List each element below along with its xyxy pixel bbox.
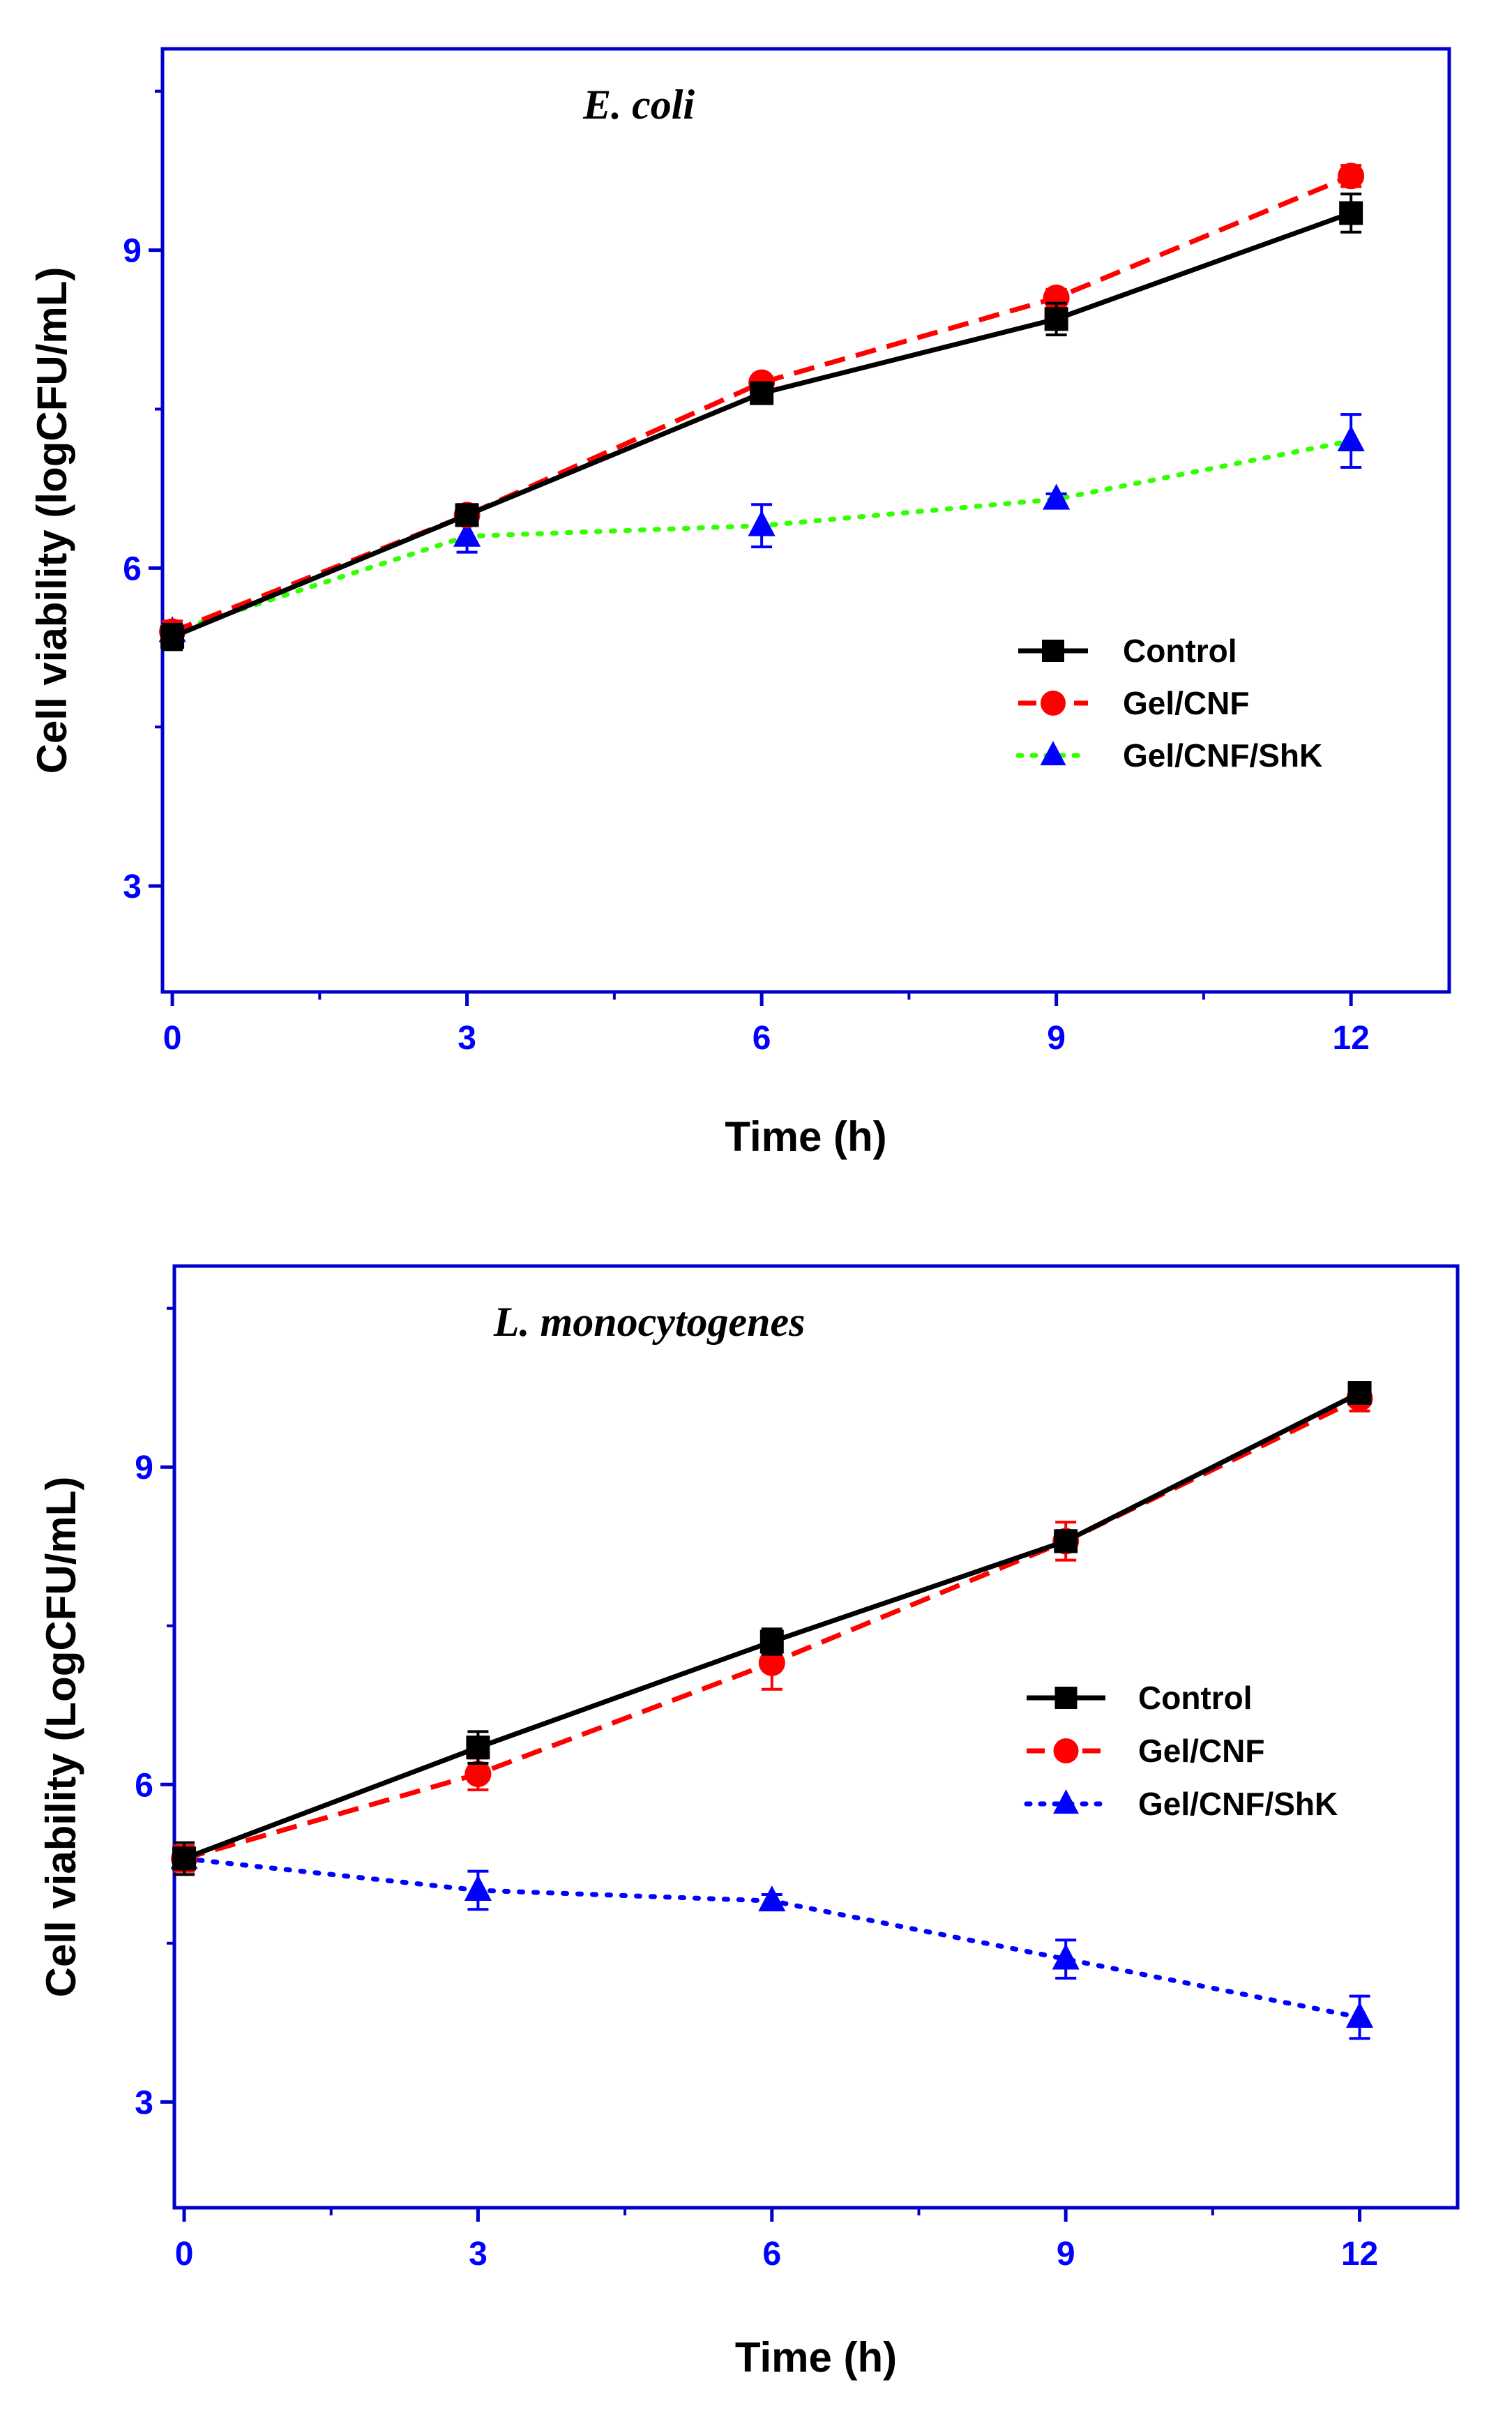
legend-label: Control: [1123, 633, 1237, 669]
data-point: [1043, 483, 1071, 510]
y-axis-title: Cell viability (logCFU/mL): [29, 267, 75, 774]
data-point: [464, 1761, 492, 1788]
data-point: [160, 625, 185, 649]
legend-label: Gel/CNF/ShK: [1138, 1786, 1338, 1822]
x-tick-label: 0: [163, 1020, 182, 1057]
x-tick-label: 12: [1332, 1020, 1369, 1057]
data-point: [1052, 1943, 1080, 1970]
legend-label: Gel/CNF/ShK: [1123, 737, 1322, 774]
data-point: [750, 381, 774, 405]
x-tick-label: 6: [762, 2236, 781, 2273]
legend-item: Control: [1027, 1680, 1253, 1716]
legend-label: Gel/CNF: [1123, 685, 1249, 721]
data-point: [1337, 425, 1365, 452]
legend-marker: [1053, 1789, 1079, 1814]
chart-title: L. monocytogenes: [493, 1299, 806, 1345]
legend: Control Gel/CNF Gel/CNF/ShK: [1024, 1680, 1338, 1822]
data-point: [1347, 1381, 1372, 1406]
data-point: [455, 503, 479, 527]
data-point: [759, 1629, 784, 1654]
data-point: [453, 520, 481, 547]
x-tick-label: 6: [753, 1020, 771, 1057]
legend-item: Gel/CNF: [1018, 685, 1249, 721]
chart-panel-1: 0 3 6 9 12 3 6 9 Time (h) Cell viability (logCFU/…: [29, 47, 1451, 1160]
x-tick-label: 12: [1341, 2236, 1378, 2273]
legend-label: Control: [1138, 1680, 1253, 1716]
y-tick-label: 3: [123, 868, 142, 905]
legend-marker: [1053, 1738, 1079, 1763]
series-line: [181, 1855, 1363, 2020]
data-point: [1044, 307, 1068, 331]
chart-title: E. coli: [582, 82, 695, 128]
legend: Control Gel/CNF Gel/CNF/ShK: [1015, 633, 1322, 774]
series-line: [171, 211, 1352, 640]
x-tick-label: 0: [175, 2236, 194, 2273]
legend-item: Gel/CNF/ShK: [1015, 737, 1322, 774]
data-point: [1339, 201, 1363, 225]
y-axis-title: Cell viability (LogCFU/mL): [38, 1477, 84, 1998]
x-tick-label: 3: [458, 1020, 476, 1057]
data-point: [758, 1649, 785, 1676]
series-control: [172, 1381, 1372, 1876]
plot-frame: [160, 47, 1451, 994]
x-tick-label: 9: [1057, 2236, 1075, 2273]
series-gel-cnf-shk: [170, 1843, 1374, 2040]
series-control: [160, 193, 1363, 652]
y-tick-label: 6: [123, 550, 142, 587]
chart-panel-2: 0 3 6 9 12 3 6 9 Time (h) Cell viability (LogCFU/…: [38, 1264, 1460, 2381]
data-point: [758, 1885, 786, 1912]
data-point: [172, 1846, 197, 1871]
legend-marker: [1042, 640, 1064, 662]
data-point: [1054, 1529, 1078, 1553]
legend-item: Gel/CNF/ShK: [1024, 1786, 1338, 1822]
series-gel-cnf-shk: [158, 413, 1365, 644]
legend-marker: [1040, 741, 1066, 766]
data-point: [1345, 2001, 1374, 2028]
data-point: [748, 510, 776, 536]
x-axis-title: Time (h): [735, 2334, 897, 2381]
y-tick-label: 3: [135, 2084, 153, 2121]
legend-item: Control: [1018, 633, 1237, 669]
legend-marker: [1041, 691, 1066, 716]
x-axis-title: Time (h): [725, 1113, 886, 1160]
data-point: [466, 1735, 490, 1760]
plot-frame: [172, 1264, 1460, 2210]
y-tick-label: 9: [123, 233, 142, 270]
y-tick-label: 6: [135, 1767, 153, 1804]
x-tick-label: 9: [1047, 1020, 1066, 1057]
legend-item: Gel/CNF: [1027, 1733, 1264, 1769]
data-point: [1338, 163, 1365, 190]
legend-label: Gel/CNF: [1138, 1733, 1264, 1769]
y-tick-label: 9: [135, 1450, 153, 1486]
x-tick-label: 3: [469, 2236, 487, 2273]
legend-marker: [1054, 1687, 1078, 1709]
data-point: [464, 1874, 492, 1901]
